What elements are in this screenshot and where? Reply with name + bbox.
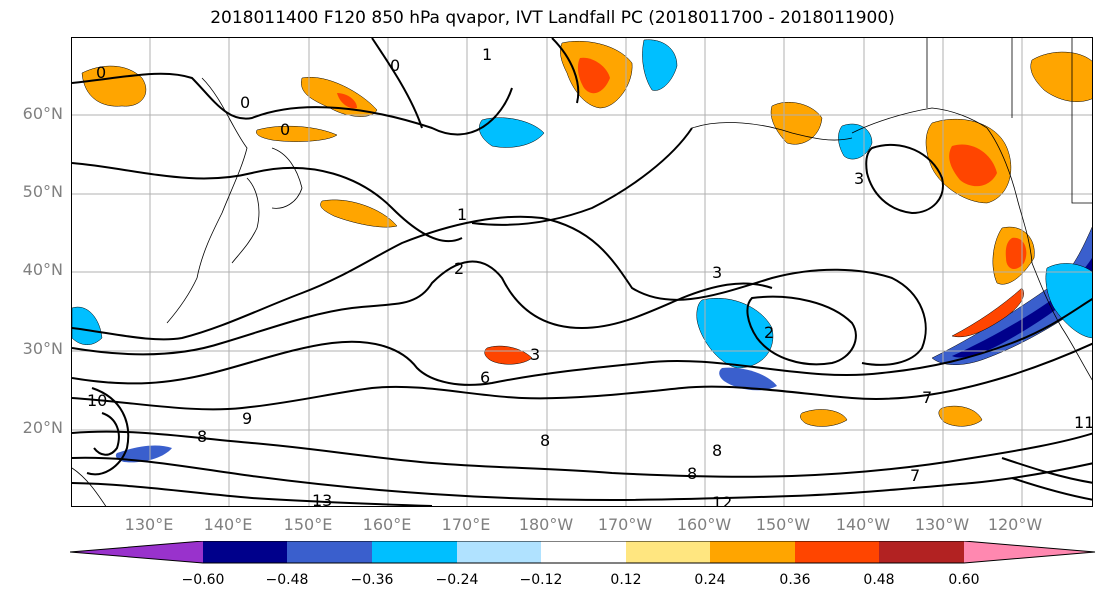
negative-anomaly-region [719, 367, 777, 391]
contour-label: 2 [454, 259, 464, 278]
contours [72, 38, 1092, 506]
contour-label: 11 [1074, 413, 1093, 432]
colorbar-segment [710, 541, 795, 563]
contour-label: 7 [910, 466, 920, 485]
lat-label-50n: 50°N [22, 182, 63, 201]
lon-label-130e: 130°E [124, 515, 174, 534]
lon-label-170e: 170°E [441, 515, 491, 534]
colorbar-tick-label: −0.12 [519, 572, 563, 588]
map-title: 2018011400 F120 850 hPa qvapor, IVT Land… [210, 8, 895, 28]
map-canvas: 0 0 0 0 1 1 2 3 3 3 2 6 10 9 8 8 8 8 13 … [72, 38, 1093, 507]
contour-label: 8 [687, 464, 697, 483]
lon-label-170w: 170°W [597, 515, 653, 534]
colorbar-segment [457, 541, 541, 563]
lon-label-180w: 180°W [518, 515, 574, 534]
lon-label-150e: 150°E [283, 515, 333, 534]
contour-label: 7 [922, 388, 932, 407]
contour-label: 8 [712, 441, 722, 460]
colorbar-tick-label: 0.24 [694, 572, 726, 588]
contour-label: 3 [854, 169, 864, 188]
contour-label: 6 [480, 368, 490, 387]
colorbar-tick-label: 0.60 [948, 572, 980, 588]
positive-anomaly-region [949, 144, 997, 187]
contour-label: 13 [312, 491, 332, 507]
contour-label: 0 [240, 93, 250, 112]
positive-anomaly-region [1005, 237, 1027, 270]
colorbar-segment [795, 541, 879, 563]
contour-label: 1 [457, 205, 467, 224]
negative-anomaly-region [479, 117, 545, 148]
contour-labels: 0 0 0 0 1 1 2 3 3 3 2 6 10 9 8 8 8 8 13 … [87, 45, 1093, 507]
positive-anomaly-region [256, 125, 338, 142]
lon-label-140e: 140°E [203, 515, 253, 534]
lon-label-160e: 160°E [362, 515, 412, 534]
lat-label-20n: 20°N [22, 418, 63, 437]
positive-anomaly-region [320, 199, 398, 228]
lat-label-30n: 30°N [22, 339, 63, 358]
contour-label: 12 [712, 493, 732, 507]
contour-label: 3 [530, 345, 540, 364]
positive-anomaly-region [337, 93, 357, 109]
contour-label: 9 [242, 409, 252, 428]
contour-label: 0 [96, 63, 106, 82]
lon-label-140w: 140°W [835, 515, 891, 534]
colorbar-segment [964, 541, 1095, 563]
colorbar-tick-label: 0.48 [863, 572, 895, 588]
colorbar-tick-label: −0.60 [181, 572, 225, 588]
colorbar-segment [372, 541, 457, 563]
colorbar-segment [70, 541, 203, 563]
colorbar-outline [70, 541, 1096, 564]
shading-layer [72, 39, 1092, 463]
negative-anomaly-region [115, 445, 172, 463]
colorbar-tick-label: −0.48 [265, 572, 309, 588]
lon-label-120w: 120°W [987, 515, 1043, 534]
colorbar [70, 541, 1096, 564]
colorbar-segment [203, 541, 287, 563]
contour-label: 8 [197, 427, 207, 446]
contour-label: 10 [87, 391, 107, 410]
contour-label: 2 [764, 323, 774, 342]
colorbar-tick-label: 0.36 [779, 572, 811, 588]
coastlines [72, 38, 1092, 506]
positive-anomaly-region [938, 405, 983, 427]
positive-anomaly-region [81, 65, 147, 107]
lon-label-150w: 150°W [755, 515, 811, 534]
positive-anomaly-region [1030, 51, 1092, 102]
lat-label-60n: 60°N [22, 104, 63, 123]
lon-label-160w: 160°W [676, 515, 732, 534]
lon-label-130w: 130°W [914, 515, 970, 534]
map-panel: 0 0 0 0 1 1 2 3 3 3 2 6 10 9 8 8 8 8 13 … [71, 37, 1093, 507]
colorbar-tick-label: 0.12 [610, 572, 642, 588]
contour-label: 3 [712, 263, 722, 282]
contour-label: 0 [280, 120, 290, 139]
negative-anomaly-region [72, 306, 103, 345]
colorbar-tick-label: −0.24 [435, 572, 479, 588]
colorbar-segment [879, 541, 964, 563]
graticule [72, 38, 1092, 506]
contour-label: 0 [390, 56, 400, 75]
positive-anomaly-region [800, 409, 848, 427]
lat-label-40n: 40°N [22, 260, 63, 279]
negative-anomaly-region [1045, 263, 1092, 339]
contour-label: 8 [540, 431, 550, 450]
negative-anomaly-region [696, 298, 774, 369]
negative-anomaly-region [642, 39, 678, 91]
contour-label: 1 [482, 45, 492, 64]
colorbar-segment [287, 541, 372, 563]
positive-anomaly-region [577, 57, 610, 94]
colorbar-tick-label: −0.36 [350, 572, 394, 588]
colorbar-segment [541, 541, 626, 563]
positive-anomaly-region [484, 345, 533, 365]
positive-anomaly-region [951, 287, 1024, 338]
colorbar-segment [626, 541, 710, 563]
